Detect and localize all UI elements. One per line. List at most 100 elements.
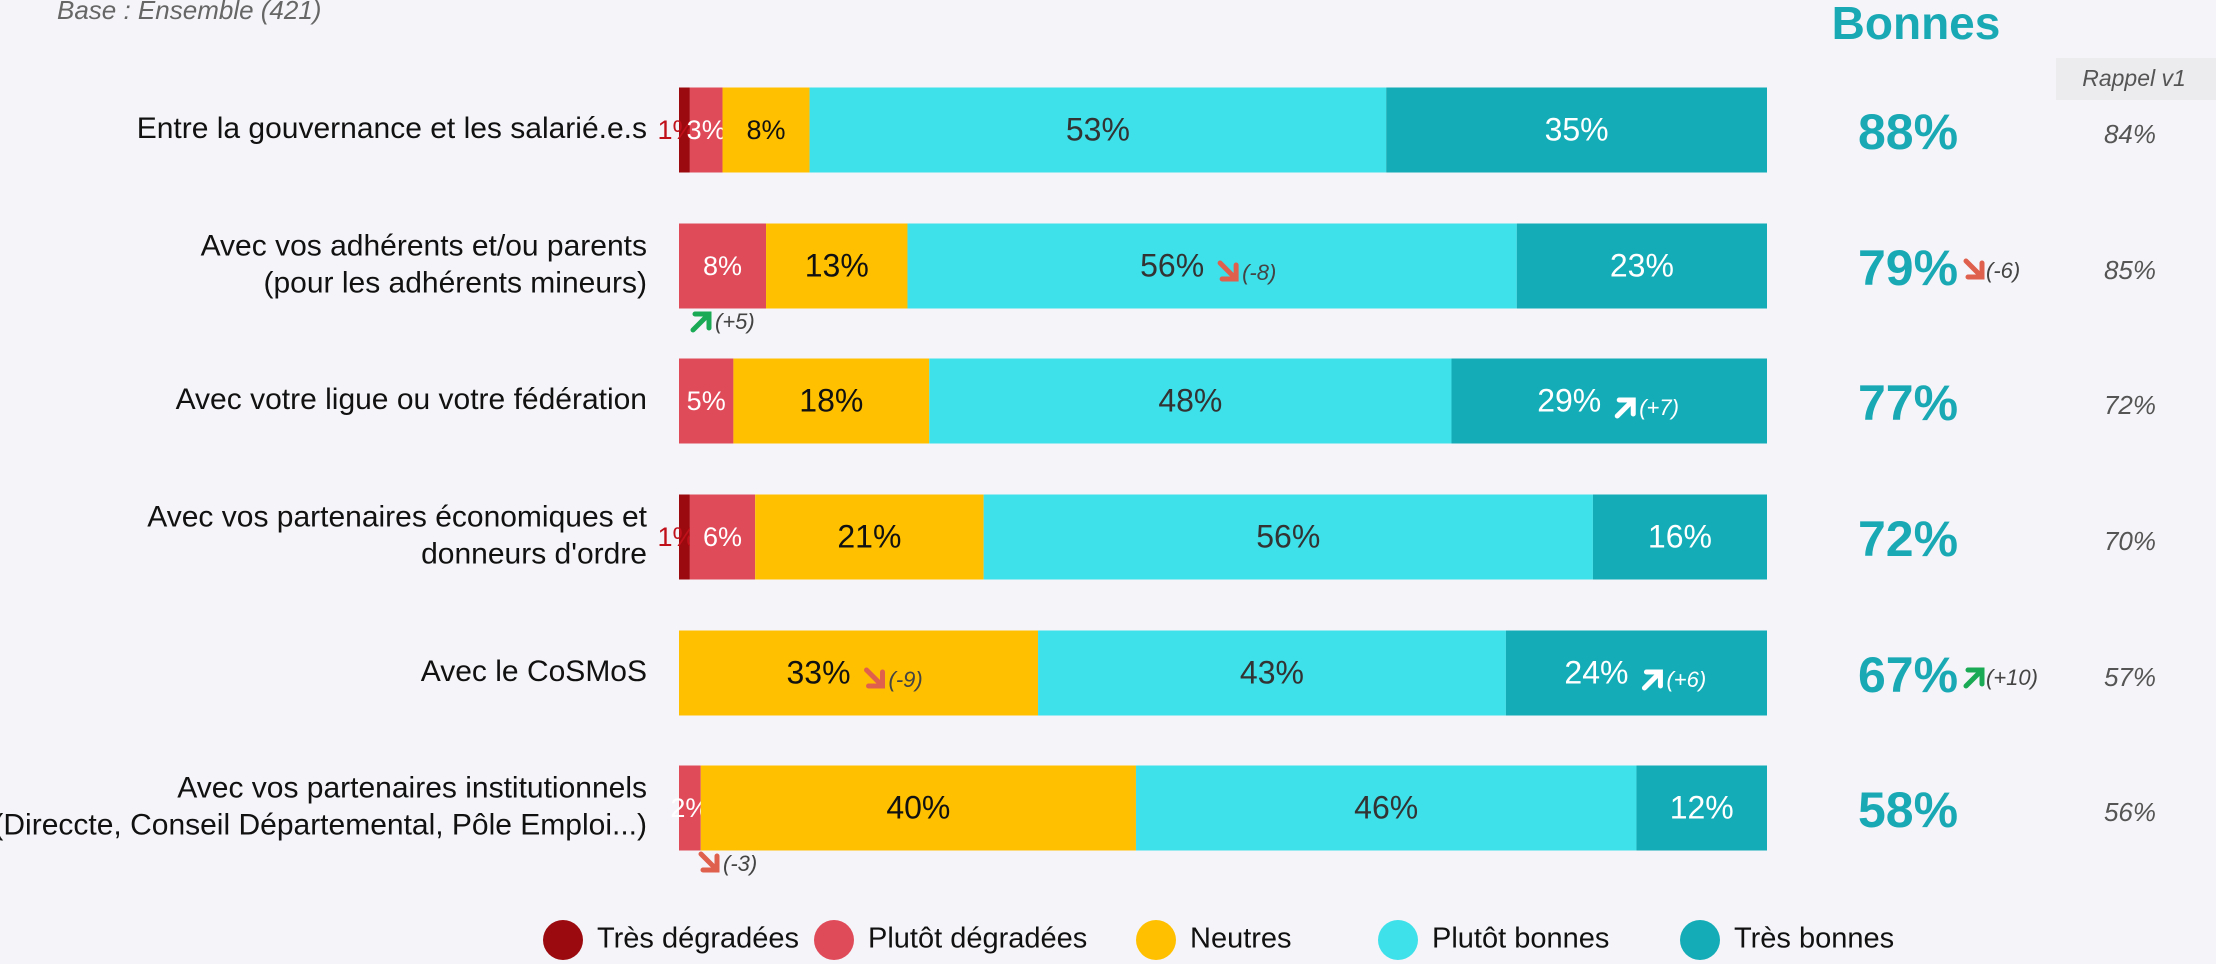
subtitle: Base : Ensemble (421) <box>57 0 321 25</box>
recall-value: 85% <box>2104 255 2156 285</box>
recall-value: 57% <box>2104 662 2156 692</box>
legend-swatch <box>1680 920 1720 960</box>
bar-segment <box>700 765 1136 851</box>
total-value: 79% <box>1858 240 1958 296</box>
recall-value: 72% <box>2104 390 2156 420</box>
change-label: (+6) <box>1666 667 1706 692</box>
category-label: Avec votre ligue ou votre fédération <box>176 383 647 416</box>
category-label: (Direccte, Conseil Départemental, Pôle E… <box>0 808 647 841</box>
value-label: 29% <box>1537 382 1601 418</box>
totals-title: Bonnes <box>1832 0 2001 49</box>
value-label: 24% <box>1564 654 1628 690</box>
total-value: 58% <box>1858 782 1958 838</box>
change-label: (-9) <box>889 667 923 692</box>
bar-segment <box>679 223 767 309</box>
change-arrow <box>1641 669 1663 691</box>
change-arrow <box>690 311 712 333</box>
bar-segment <box>722 87 810 173</box>
category-label: Avec le CoSMoS <box>421 655 647 688</box>
bar-segment <box>679 358 734 444</box>
bar-segment <box>679 494 690 580</box>
bar-segment <box>679 87 690 173</box>
bar-segment <box>1451 358 1767 444</box>
category-label: (pour les adhérents mineurs) <box>263 266 647 299</box>
recall-value: 84% <box>2104 119 2156 149</box>
change-arrow <box>1614 397 1636 419</box>
change-label: (-8) <box>1242 260 1276 285</box>
bar-segment <box>1592 494 1767 580</box>
bar-segment <box>1386 87 1767 173</box>
category-label: Avec vos partenaires institutionnels <box>177 771 647 804</box>
value-label: 43% <box>1240 654 1304 690</box>
bar-segment <box>1038 630 1506 716</box>
legend-label: Neutres <box>1190 923 1292 955</box>
bar-segment <box>1516 223 1767 309</box>
bar-segment <box>733 358 930 444</box>
category-label: Avec vos adhérents et/ou parents <box>201 229 647 262</box>
total-value: 88% <box>1858 104 1958 160</box>
bar-segment <box>809 87 1387 173</box>
bar-segment <box>679 765 701 851</box>
category-label: Entre la gouvernance et les salarié.e.s <box>137 112 647 145</box>
category-label: Avec vos partenaires économiques et <box>147 500 647 533</box>
bar-segment <box>1636 765 1767 851</box>
recall-title: Rappel v1 <box>2082 65 2186 91</box>
value-label: 53% <box>1066 111 1130 147</box>
value-label: 46% <box>1354 789 1418 825</box>
legend-swatch <box>814 920 854 960</box>
value-label: 5% <box>687 386 726 416</box>
total-change-arrow <box>1963 667 1985 689</box>
change-label: (+5) <box>715 309 755 334</box>
change-arrow <box>1217 260 1239 282</box>
bar-segment <box>766 223 908 309</box>
total-change-arrow <box>1963 258 1985 280</box>
value-label: 23% <box>1610 247 1674 283</box>
value-label: 35% <box>1545 111 1609 147</box>
value-label: 33% <box>786 654 850 690</box>
total-value: 77% <box>1858 375 1958 431</box>
legend-swatch <box>1378 920 1418 960</box>
legend-swatch <box>1136 920 1176 960</box>
value-label: 13% <box>805 247 869 283</box>
change-label: (-3) <box>723 851 757 876</box>
change-arrow <box>864 667 886 689</box>
value-label: 6% <box>703 522 742 552</box>
legend-swatch <box>543 920 583 960</box>
bar-segment <box>929 358 1452 444</box>
legend-label: Plutôt dégradées <box>868 923 1087 955</box>
value-label: 48% <box>1158 382 1222 418</box>
recall-value: 56% <box>2104 797 2156 827</box>
bar-segment <box>679 630 1039 716</box>
bar-segment <box>689 494 756 580</box>
bar-segment <box>1505 630 1767 716</box>
value-label: 40% <box>886 789 950 825</box>
category-label: donneurs d'ordre <box>421 537 647 570</box>
bar-segment <box>755 494 984 580</box>
value-label: 16% <box>1648 518 1712 554</box>
value-label: 12% <box>1670 789 1734 825</box>
bar-segment <box>907 223 1517 309</box>
bar-segment <box>1135 765 1637 851</box>
total-value: 67% <box>1858 647 1958 703</box>
change-arrow <box>698 851 720 873</box>
value-label: 8% <box>747 115 786 145</box>
legend-label: Très dégradées <box>597 923 799 955</box>
value-label: 56% <box>1256 518 1320 554</box>
recall-header-box <box>2056 58 2216 100</box>
value-label: 8% <box>703 251 742 281</box>
value-label: 21% <box>837 518 901 554</box>
value-label: 18% <box>799 382 863 418</box>
total-change-label: (-6) <box>1986 258 2020 283</box>
bar-segment <box>983 494 1593 580</box>
total-change-label: (+10) <box>1986 665 2038 690</box>
recall-value: 70% <box>2104 526 2156 556</box>
legend-label: Plutôt bonnes <box>1432 923 1609 955</box>
total-value: 72% <box>1858 511 1958 567</box>
value-label: 56% <box>1140 247 1204 283</box>
legend-label: Très bonnes <box>1734 923 1894 955</box>
value-label: 3% <box>687 115 726 145</box>
bar-segment <box>689 87 723 173</box>
change-label: (+7) <box>1639 395 1679 420</box>
